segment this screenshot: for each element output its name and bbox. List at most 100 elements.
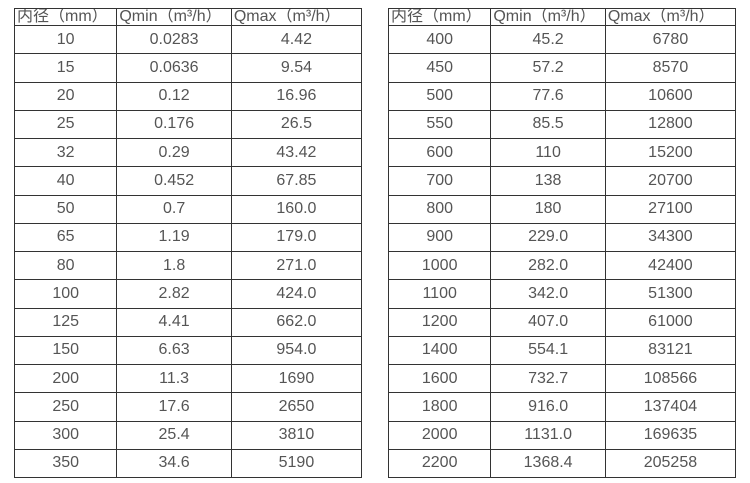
table-cell: 180 [490,194,606,224]
table-cell: 57.2 [490,53,606,83]
table-cell: 2.82 [116,279,232,309]
table-cell: 1.19 [116,222,232,253]
table-row: 2000 1131.0 169635 [387,420,737,450]
table-cell: 900 [387,222,492,253]
table-row: 1800 916.0 137404 [387,392,737,422]
table-cell: 15200 [604,137,737,168]
table-row: 1400 554.1 83121 [387,335,737,366]
table-cell: 45.2 [490,24,606,55]
table-cell: 160.0 [230,194,363,224]
table-cell: 15 [13,53,118,83]
table-cell: 0.29 [116,137,232,168]
table-cell: 350 [13,448,118,479]
table-cell: 229.0 [490,222,606,253]
table-cell: 137404 [604,392,737,422]
table-cell: 42400 [604,250,737,281]
table-row: 65 1.19 179.0 [13,222,363,253]
table-row: 20 0.12 16.96 [13,81,363,111]
table-row: 125 4.41 662.0 [13,307,363,337]
table-cell: 0.12 [116,81,232,111]
table-cell: 954.0 [230,335,363,366]
table-cell: 110 [490,137,606,168]
table-row: 10 0.0283 4.42 [13,24,363,55]
table-cell: 1690 [230,363,363,394]
table-cell: 10600 [604,81,737,111]
table-cell: 67.85 [230,166,363,196]
table-row: 2200 1368.4 205258 [387,448,737,479]
table-cell: 65 [13,222,118,253]
table-row: 80 1.8 271.0 [13,250,363,281]
table-cell: 1131.0 [490,420,606,450]
col-header-qmax: Qmax（m³/h） [230,8,363,26]
table-row: 100 2.82 424.0 [13,279,363,309]
table-cell: 50 [13,194,118,224]
table-cell: 2000 [387,420,492,450]
table-row: 550 85.5 12800 [387,109,737,140]
table-cell: 342.0 [490,279,606,309]
table-cell: 205258 [604,448,737,479]
table-cell: 43.42 [230,137,363,168]
table-cell: 6.63 [116,335,232,366]
table-row: 15 0.0636 9.54 [13,53,363,83]
table-cell: 77.6 [490,81,606,111]
table-cell: 9.54 [230,53,363,83]
table-header: 内径（mm） Qmin（m³/h） Qmax（m³/h） [387,8,737,26]
table-row: 1600 732.7 108566 [387,363,737,394]
col-header-diameter: 内径（mm） [13,8,118,26]
table-cell: 1600 [387,363,492,394]
col-header-diameter: 内径（mm） [387,8,492,26]
flow-table-small-diameters: 内径（mm） Qmin（m³/h） Qmax（m³/h） 10 0.0283 4.4… [13,8,363,479]
table-cell: 400 [387,24,492,55]
table-row: 700 138 20700 [387,166,737,196]
table-cell: 662.0 [230,307,363,337]
table-cell: 16.96 [230,81,363,111]
table-cell: 8570 [604,53,737,83]
table-cell: 4.41 [116,307,232,337]
table-row: 40 0.452 67.85 [13,166,363,196]
table-row: 900 229.0 34300 [387,222,737,253]
table-cell: 0.0636 [116,53,232,83]
table-cell: 169635 [604,420,737,450]
table-cell: 25 [13,109,118,140]
table-row: 600 110 15200 [387,137,737,168]
table-row: 300 25.4 3810 [13,420,363,450]
table-cell: 300 [13,420,118,450]
table-cell: 1100 [387,279,492,309]
table-row: 500 77.6 10600 [387,81,737,111]
table-cell: 20700 [604,166,737,196]
table-cell: 1200 [387,307,492,337]
table-cell: 6780 [604,24,737,55]
table-row: 32 0.29 43.42 [13,137,363,168]
table-cell: 800 [387,194,492,224]
table-row: 1200 407.0 61000 [387,307,737,337]
table-cell: 12800 [604,109,737,140]
table-cell: 20 [13,81,118,111]
table-row: 200 11.3 1690 [13,363,363,394]
table-row: 150 6.63 954.0 [13,335,363,366]
table-row: 450 57.2 8570 [387,53,737,83]
table-cell: 554.1 [490,335,606,366]
table-cell: 11.3 [116,363,232,394]
table-cell: 179.0 [230,222,363,253]
table-cell: 4.42 [230,24,363,55]
table-row: 50 0.7 160.0 [13,194,363,224]
table-cell: 3810 [230,420,363,450]
table-row: 350 34.6 5190 [13,448,363,479]
table-cell: 500 [387,81,492,111]
table-header: 内径（mm） Qmin（m³/h） Qmax（m³/h） [13,8,363,26]
table-row: 250 17.6 2650 [13,392,363,422]
table-cell: 34300 [604,222,737,253]
table-cell: 10 [13,24,118,55]
table-cell: 407.0 [490,307,606,337]
table-cell: 5190 [230,448,363,479]
table-body: 10 0.0283 4.42 15 0.0636 9.54 20 0.12 16.96 25 0.1… [13,24,363,479]
table-cell: 80 [13,250,118,281]
table-cell: 150 [13,335,118,366]
table-cell: 61000 [604,307,737,337]
table-cell: 32 [13,137,118,168]
table-cell: 424.0 [230,279,363,309]
table-cell: 26.5 [230,109,363,140]
table-cell: 0.176 [116,109,232,140]
table-cell: 450 [387,53,492,83]
